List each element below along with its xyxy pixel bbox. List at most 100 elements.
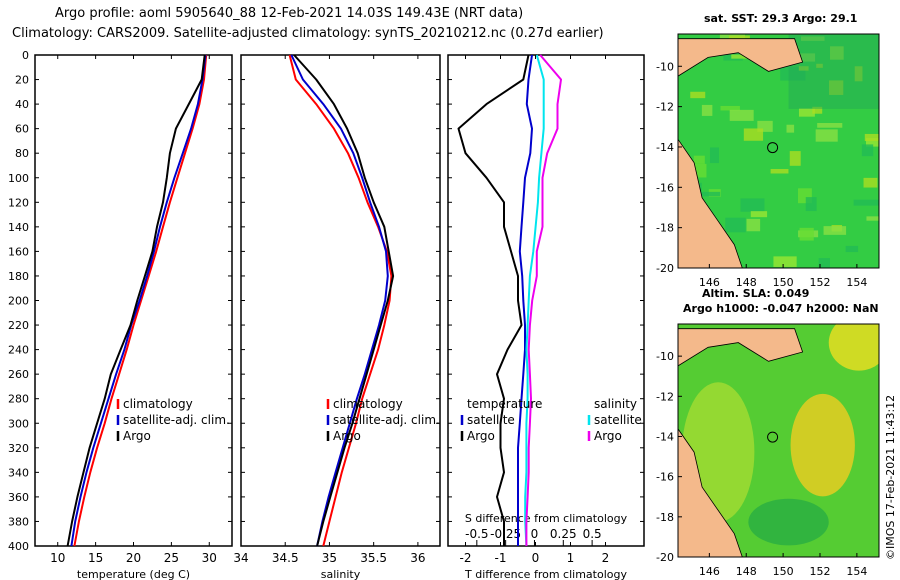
sst-cell [731,54,753,59]
depth-tick-label: 380 [8,515,29,528]
sst-cell [812,106,823,114]
sst-cell [743,128,764,141]
sla-high-blob [828,324,879,371]
depth-tick-label: 240 [8,344,29,357]
legend-temperature-title: temperature [467,397,542,411]
header-line-1: Argo profile: aoml 5905640_88 12-Feb-202… [55,6,524,21]
sst-cell [725,217,746,233]
legend-sal-satellite-label: satellite [594,413,642,427]
x-tick-label: 2 [602,551,610,565]
map-lat-label: -20 [656,551,674,564]
top-x-tick-label: 0.25 [550,527,577,541]
depth-tick-label: 340 [8,466,29,479]
top-axis-label: S difference from climatology [465,512,628,525]
series-diff-1 [457,54,530,546]
series-temperature-profile-0 [73,54,208,547]
sst-cell [789,151,801,166]
x-tick-label: 0 [532,551,540,565]
map-lat-label: -16 [656,181,674,194]
map-lon-label: 150 [773,565,794,578]
series-salinity-profile-2 [293,54,395,547]
map-lat-label: -10 [656,350,674,363]
map-lat-label: -20 [656,262,674,275]
header-line-2: Climatology: CARS2009. Satellite-adjuste… [12,26,604,41]
legend-salinity-profile-1-label: satellite-adj. clim. [333,413,440,427]
map-lat-label: -12 [656,101,674,114]
x-tick-label: 35 [322,551,337,565]
sla-low-blob [748,498,829,546]
series-salinity-profile-1 [290,54,389,547]
top-x-tick-label: -0.5 [465,527,488,541]
legend-temp-satellite-label: satellite [467,413,515,427]
copyright-credit: ©IMOS 17-Feb-2021 11:43:12 [884,394,897,560]
map-lon-label: 148 [736,565,757,578]
map-frame [677,323,880,558]
x-axis-label-1: salinity [321,568,361,580]
sst-cell [757,120,773,132]
sst-cell [845,245,859,253]
sst-cell [817,122,843,128]
sst-cell [786,124,795,133]
x-tick-label: 35.5 [360,551,387,565]
top-x-tick-label: 0.5 [583,527,602,541]
x-tick-label: 30 [202,551,217,565]
sst-cell [864,133,879,142]
sst-cell [746,218,761,232]
depth-tick-label: 20 [15,74,29,87]
land-new-guinea [678,38,804,77]
sla-high-blob [790,393,855,497]
series-diff-2 [524,54,545,547]
map-lat-label: -18 [656,222,674,235]
land-queensland [678,428,743,557]
depth-tick-label: 160 [8,245,29,258]
sst-cell [863,177,878,188]
series-temperature-profile-2 [66,54,206,547]
legend-temperature-profile-0-label: climatology [123,397,193,411]
sst-cell [729,35,750,41]
sst-map-title: sat. SST: 29.3 Argo: 29.1 [704,12,858,25]
sst-cooler-patch [788,34,879,109]
x-tick-label: -1 [495,551,507,565]
sst-cell [818,258,830,268]
map-lon-label: 152 [809,565,830,578]
sst-cell [750,211,768,218]
depth-tick-label: 220 [8,319,29,332]
map-lat-label: -14 [656,141,674,154]
sst-cell [866,216,879,221]
plot-frame-0 [34,54,233,547]
depth-tick-label: 40 [15,98,29,111]
depth-tick-label: 120 [8,196,29,209]
sst-cell [861,144,874,157]
depth-tick-label: 140 [8,221,29,234]
sst-cell [693,155,705,164]
land-queensland [678,138,743,268]
legend-temperature-profile-2-label: Argo [123,429,151,443]
x-axis-label-0: temperature (deg C) [77,568,190,580]
map-lon-label: 146 [699,565,720,578]
map-lat-label: -12 [656,390,674,403]
map-lon-label: 154 [846,565,867,578]
x-tick-label: 10 [50,551,65,565]
x-axis-label-2: T difference from climatology [464,568,627,580]
sla-map-subtitle: Argo h1000: -0.047 h2000: NaN [683,302,879,315]
legend-salinity-title: salinity [594,397,637,411]
depth-tick-label: 180 [8,270,29,283]
argo-position-marker [767,431,779,443]
sst-cell [823,226,847,235]
top-x-tick-label: 0 [531,527,539,541]
legend-salinity-profile-0-label: climatology [333,397,403,411]
depth-tick-label: 60 [15,123,29,136]
sst-cell [720,105,740,111]
x-tick-label: 34 [233,551,248,565]
map-lon-label: 146 [699,276,720,289]
x-tick-label: 36 [410,551,425,565]
legend-salinity-profile-2-label: Argo [333,429,361,443]
plot-frame-2 [447,54,645,547]
top-x-tick-label: -0.25 [490,527,521,541]
sst-cell [815,129,838,142]
map-lat-label: -18 [656,511,674,524]
depth-tick-label: 360 [8,491,29,504]
series-diff-0 [517,54,533,546]
series-temperature-profile-1 [70,54,207,547]
sst-cell [701,104,713,116]
